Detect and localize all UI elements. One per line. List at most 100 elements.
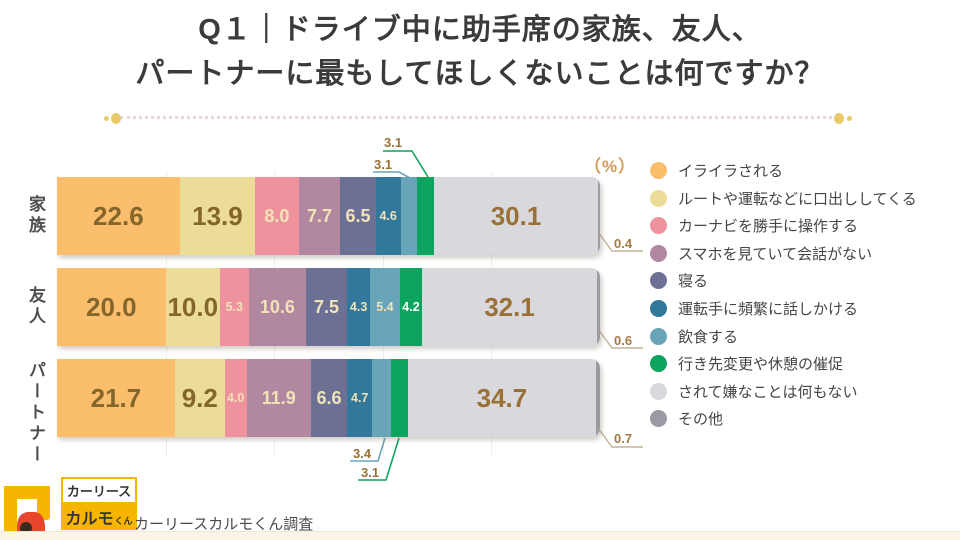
legend-item: その他: [650, 410, 917, 429]
divider-dot-icon: [847, 116, 852, 121]
bar-segment: 8.0: [255, 177, 299, 255]
bar-segment: 6.6: [311, 359, 347, 437]
bar-value-label: 4.0: [226, 391, 245, 405]
carmo-logo-icon: [4, 486, 50, 534]
bar-segment: [400, 177, 418, 255]
legend-item: ルートや運転などに口出ししてくる: [650, 189, 917, 208]
bar-segment: [417, 177, 435, 255]
callout-partner-teal: 3.4: [353, 446, 372, 461]
logo-text-carmo-main: カルモ: [65, 511, 114, 528]
legend-dot-icon: [650, 244, 667, 262]
carmo-logo: カーリース カルモ くん: [4, 477, 137, 535]
stacked-bar: 20.0 10.0 5.3 10.6 7.5 4.3 5.4 4.2 32.1: [57, 268, 600, 346]
bar-row: パートナー 21.7 9.2 4.0 11.9 6.6 4.7 34.7: [26, 359, 600, 466]
legend-dot-icon: [650, 410, 667, 428]
bar-segment: 11.9: [246, 359, 312, 437]
bar-value-label: 4.7: [351, 391, 369, 405]
bar-value-label: 21.7: [90, 382, 142, 413]
bar-segment: 7.7: [298, 177, 341, 255]
stacked-bar-chart: 家族 22.6 13.9 8.0 7.7 6.5 4.6 30.1 友人 20.0 10.0 5.3 1…: [26, 171, 600, 466]
legend-dot-icon: [650, 382, 667, 400]
legend-dot-icon: [650, 162, 667, 179]
legend-label: その他: [678, 411, 724, 429]
legend-item: 行き先変更や休憩の催促: [650, 355, 917, 374]
legend-dot-icon: [650, 217, 667, 235]
logo-text-carmo-suffix: くん: [114, 515, 133, 526]
row-label: パートナー: [26, 361, 45, 466]
bar-value-label: 20.0: [85, 291, 137, 322]
legend-label: 飲食する: [678, 328, 739, 346]
legend-item: カーナビを勝手に操作する: [650, 217, 917, 236]
callout-partner-green: 3.1: [361, 465, 380, 480]
bar-segment: 4.7: [346, 359, 373, 437]
bar-value-label: 34.7: [476, 382, 528, 413]
stacked-bar: 22.6 13.9 8.0 7.7 6.5 4.6 30.1: [57, 177, 600, 255]
legend-dot-icon: [650, 299, 667, 317]
bar-value-label: 6.5: [345, 205, 371, 226]
bottom-strip: [0, 531, 960, 540]
bar-segment: [596, 359, 600, 437]
legend-item: 寝る: [650, 272, 917, 291]
bar-segment: 22.6: [57, 177, 180, 255]
legend-dot-icon: [650, 355, 667, 373]
legend: イライラされる ルートや運転などに口出ししてくるカーナビを勝手に操作するスマホを見…: [650, 162, 917, 438]
divider: [120, 116, 832, 119]
row-label: 家族: [26, 195, 45, 237]
bar-segment: 4.2: [399, 268, 423, 346]
callout-family-green: 3.1: [384, 135, 403, 150]
bar-value-label: 32.1: [484, 291, 535, 322]
divider-dot-icon: [104, 116, 109, 121]
bar-value-label: 11.9: [261, 387, 296, 408]
bar-value-label: 5.4: [376, 300, 394, 314]
legend-dot-icon: [650, 327, 667, 345]
bar-segment: [596, 268, 600, 346]
bar-value-label: 10.0: [167, 291, 219, 322]
legend-label: カーナビを勝手に操作する: [678, 218, 859, 236]
bar-segment: 34.7: [407, 359, 597, 437]
callout-family-teal: 3.1: [374, 157, 393, 172]
bar-segment: 5.4: [370, 268, 400, 346]
legend-item: イライラされる: [650, 162, 917, 180]
title-line-2: パートナーに最もしてほしくないことは何ですか？: [135, 58, 825, 90]
divider-dot-icon: [834, 113, 844, 124]
bar-value-label: 4.6: [379, 209, 397, 223]
logo-text-carmo: カルモ くん: [61, 504, 137, 530]
bar-value-label: 4.2: [402, 300, 420, 314]
bar-segment: 10.0: [165, 268, 220, 346]
bar-value-label: 5.3: [225, 300, 243, 314]
callout-other-friend: 0.6: [614, 333, 633, 348]
unit-label: （%）: [584, 157, 637, 176]
bar-segment: 20.0: [57, 268, 166, 346]
source-caption: カーリースカルモくん調査: [134, 516, 314, 533]
bar-value-label: 7.7: [306, 205, 333, 226]
bar-segment: 4.6: [375, 177, 401, 255]
bar-row: 友人 20.0 10.0 5.3 10.6 7.5 4.3 5.4 4.2 32.1: [26, 268, 600, 346]
bar-segment: 21.7: [57, 359, 175, 437]
legend-item: 運転手に頻繁に話しかける: [650, 299, 917, 318]
legend-label: 運転手に頻繁に話しかける: [678, 300, 859, 318]
title-line-1: Q１｜ドライブ中に助手席の家族、友人、: [198, 14, 762, 46]
legend-label: 行き先変更や休憩の催促: [678, 356, 844, 374]
bar-segment: 4.0: [224, 359, 247, 437]
bar-row: 家族 22.6 13.9 8.0 7.7 6.5 4.6 30.1: [26, 177, 600, 255]
bar-segment: 13.9: [179, 177, 256, 255]
bar-segment: 9.2: [174, 359, 225, 437]
legend-dot-icon: [650, 272, 667, 290]
bar-value-label: 10.6: [259, 296, 295, 317]
bar-segment: 32.1: [422, 268, 597, 346]
bar-segment: [372, 359, 391, 437]
bar-segment: 30.1: [434, 177, 598, 255]
legend-item: されて嫌なことは何もない: [650, 382, 917, 401]
stacked-bar: 21.7 9.2 4.0 11.9 6.6 4.7 34.7: [57, 359, 600, 437]
legend-item: スマホを見ていて会話がない: [650, 244, 917, 263]
bar-segment: 5.3: [219, 268, 249, 346]
legend-label: 寝る: [678, 273, 709, 291]
bar-segment: 10.6: [248, 268, 307, 346]
bar-value-label: 9.2: [181, 382, 218, 413]
legend-item: 飲食する: [650, 327, 917, 346]
page-title: Q１｜ドライブ中に助手席の家族、友人、 パートナーに最もしてほしくないことは何で…: [0, 8, 960, 96]
callout-other-partner: 0.7: [614, 431, 633, 446]
row-label: 友人: [26, 286, 45, 328]
legend-label: されて嫌なことは何もない: [678, 383, 858, 401]
bar-segment: [390, 359, 408, 437]
